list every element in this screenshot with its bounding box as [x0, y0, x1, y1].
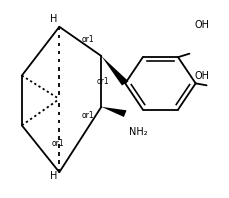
Text: or1: or1 [96, 77, 109, 86]
Text: or1: or1 [82, 35, 94, 44]
Text: OH: OH [194, 70, 209, 81]
Text: H: H [50, 14, 57, 24]
Text: H: H [50, 171, 57, 181]
Text: or1: or1 [51, 139, 64, 148]
Polygon shape [101, 107, 126, 117]
Text: or1: or1 [82, 111, 94, 120]
Text: NH₂: NH₂ [128, 127, 147, 137]
Text: OH: OH [194, 20, 209, 30]
Polygon shape [101, 56, 128, 86]
